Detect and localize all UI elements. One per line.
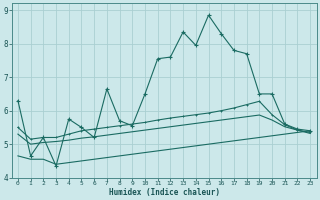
X-axis label: Humidex (Indice chaleur): Humidex (Indice chaleur)	[108, 188, 220, 197]
